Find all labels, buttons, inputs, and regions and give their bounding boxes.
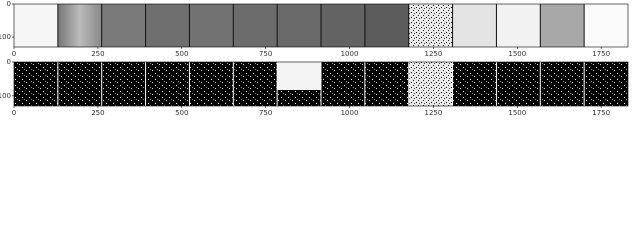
image-tile-detail: [277, 90, 321, 106]
image-tile: [496, 4, 541, 47]
x-tick-label: 0: [12, 109, 16, 115]
axes-frame: [13, 61, 629, 107]
x-tick-label: 1500: [508, 109, 526, 115]
y-tick-label: 100: [0, 33, 11, 41]
image-tile: [584, 4, 628, 47]
image-tile: [57, 62, 102, 106]
x-tick-label: 750: [259, 109, 272, 115]
image-tile: [321, 62, 365, 106]
y-tick-label: 0: [7, 0, 11, 8]
x-tick-label: 1250: [424, 109, 442, 115]
image-tile: [145, 4, 190, 47]
image-tile: [189, 62, 234, 106]
image-tile: [189, 4, 234, 47]
image-tile: [540, 62, 585, 106]
axes-frame: [13, 3, 629, 48]
x-tick-label: 0: [12, 50, 16, 58]
image-tile: [14, 4, 58, 47]
x-tick-label: 500: [175, 109, 188, 115]
image-tile: [14, 62, 58, 106]
x-tick-label: 500: [175, 50, 188, 58]
image-tile: [57, 4, 102, 47]
image-tile: [584, 62, 628, 106]
x-tick-label: 750: [259, 50, 272, 58]
image-tile: [145, 62, 190, 106]
image-tile: [408, 4, 453, 47]
image-tile: [364, 62, 409, 106]
x-tick-label: 1250: [424, 50, 442, 58]
y-tick-label: 100: [0, 92, 11, 100]
image-tile: [101, 62, 146, 106]
x-tick-label: 1000: [341, 109, 359, 115]
image-tile: [321, 4, 365, 47]
image-tile: [364, 4, 409, 47]
x-tick-label: 1750: [592, 50, 610, 58]
image-tile: [233, 4, 278, 47]
image-tile: [233, 62, 278, 106]
page: 0250500750100012501500175001000250500750…: [0, 0, 640, 115]
image-tile: [452, 62, 497, 106]
image-tile: [277, 4, 321, 47]
y-tick-label: 0: [7, 58, 11, 66]
image-tile: [496, 62, 541, 106]
x-tick-label: 1000: [341, 50, 359, 58]
image-tile: [408, 62, 453, 106]
image-tile: [540, 4, 585, 47]
x-tick-label: 250: [91, 109, 104, 115]
x-tick-label: 1500: [508, 50, 526, 58]
image-tile: [101, 4, 146, 47]
x-tick-label: 1750: [592, 109, 610, 115]
x-tick-label: 250: [91, 50, 104, 58]
image-tile: [452, 4, 497, 47]
figure: 0250500750100012501500175001000250500750…: [0, 0, 629, 115]
